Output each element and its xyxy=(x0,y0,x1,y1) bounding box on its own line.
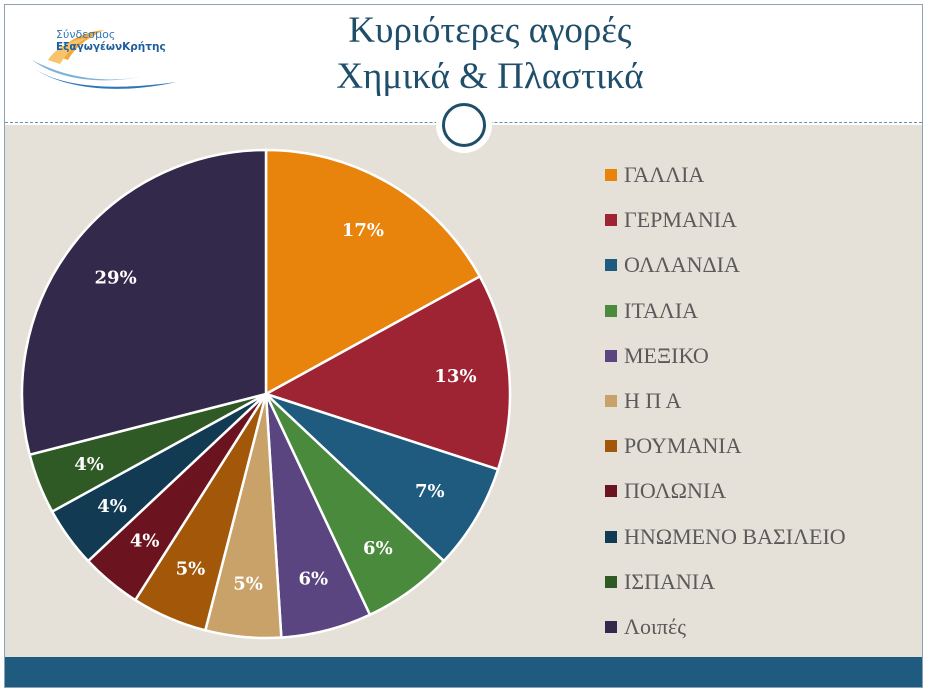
title-line1: Κυριότερες αγορές xyxy=(348,10,632,51)
slice-value-label-10: 29% xyxy=(95,267,137,288)
legend-item-4: ΜΕΞΙΚΟ xyxy=(605,341,709,371)
logo-swoosh-icon xyxy=(28,30,176,89)
pie-slice-2 xyxy=(265,392,500,563)
legend-label: ΠΟΛΩΝΙΑ xyxy=(624,478,727,504)
page-title: Κυριότερες αγορές Χημικά & Πλαστικά xyxy=(240,8,740,100)
slice-value-label-2: 7% xyxy=(415,481,445,502)
legend-item-8: ΗΝΩΜΕΝΟ ΒΑΣΙΛΕΙΟ xyxy=(605,522,846,552)
pie-slice-0 xyxy=(264,148,482,397)
slide-frame xyxy=(4,4,923,688)
footer-bar xyxy=(5,657,922,688)
logo-text-line1: Σύνδεσμος xyxy=(56,28,116,41)
legend-swatch xyxy=(605,485,617,498)
legend-swatch xyxy=(605,530,617,543)
slice-value-label-4: 6% xyxy=(299,568,329,589)
slice-value-label-3: 6% xyxy=(363,538,393,559)
pie-slice-10 xyxy=(20,148,268,457)
legend-swatch xyxy=(605,169,617,181)
slice-value-label-7: 4% xyxy=(130,531,160,552)
legend-swatch xyxy=(605,575,617,588)
legend-item-6: ΡΟΥΜΑΝΙΑ xyxy=(605,431,741,461)
legend-item-2: ΟΛΛΑΝΔΙΑ xyxy=(605,250,740,280)
logo-text-line2: ΕξαγωγέωνΚρήτης xyxy=(56,41,166,53)
slice-value-label-8: 4% xyxy=(97,496,127,517)
legend-swatch xyxy=(605,440,617,453)
medallion-ring-icon xyxy=(442,103,486,147)
legend-item-3: ΙΤΑΛΙΑ xyxy=(605,296,698,326)
legend-label: ΡΟΥΜΑΝΙΑ xyxy=(624,433,742,459)
legend-swatch xyxy=(605,349,617,362)
legend-label: ΙΤΑΛΙΑ xyxy=(624,297,699,323)
slice-value-label-5: 5% xyxy=(233,573,263,594)
slice-value-label-9: 4% xyxy=(74,454,104,475)
legend-label: ΓΑΛΛΙΑ xyxy=(624,162,705,187)
legend-label: ΓΕΡΜΑΝΙΑ xyxy=(624,207,737,233)
legend-label: ΜΕΞΙΚΟ xyxy=(624,342,709,368)
legend-swatch xyxy=(605,214,617,227)
pie-slice-1 xyxy=(262,274,512,471)
title-line2: Χημικά & Πλαστικά xyxy=(336,56,644,97)
legend-item-10: Λοιπές xyxy=(605,612,686,642)
legend-swatch xyxy=(605,621,617,633)
legend-swatch xyxy=(605,395,617,407)
legend-label: Η Π Α xyxy=(624,388,682,413)
legend-item-7: ΠΟΛΩΝΙΑ xyxy=(605,476,726,506)
legend-label: ΗΝΩΜΕΝΟ ΒΑΣΙΛΕΙΟ xyxy=(624,523,846,549)
legend-label: Λοιπές xyxy=(624,614,686,639)
legend-label: ΟΛΛΑΝΔΙΑ xyxy=(624,252,740,278)
slice-value-label-0: 17% xyxy=(342,220,384,241)
legend-item-0: ΓΑΛΛΙΑ xyxy=(605,160,704,190)
legend-swatch xyxy=(605,304,617,317)
legend-item-1: ΓΕΡΜΑΝΙΑ xyxy=(605,205,737,235)
legend-item-5: Η Π Α xyxy=(605,386,681,416)
slice-value-label-1: 13% xyxy=(434,366,476,387)
legend-swatch xyxy=(605,259,617,272)
legend-item-9: ΙΣΠΑΝΙΑ xyxy=(605,567,715,597)
slice-value-label-6: 5% xyxy=(176,559,206,580)
legend-label: ΙΣΠΑΝΙΑ xyxy=(624,568,716,594)
